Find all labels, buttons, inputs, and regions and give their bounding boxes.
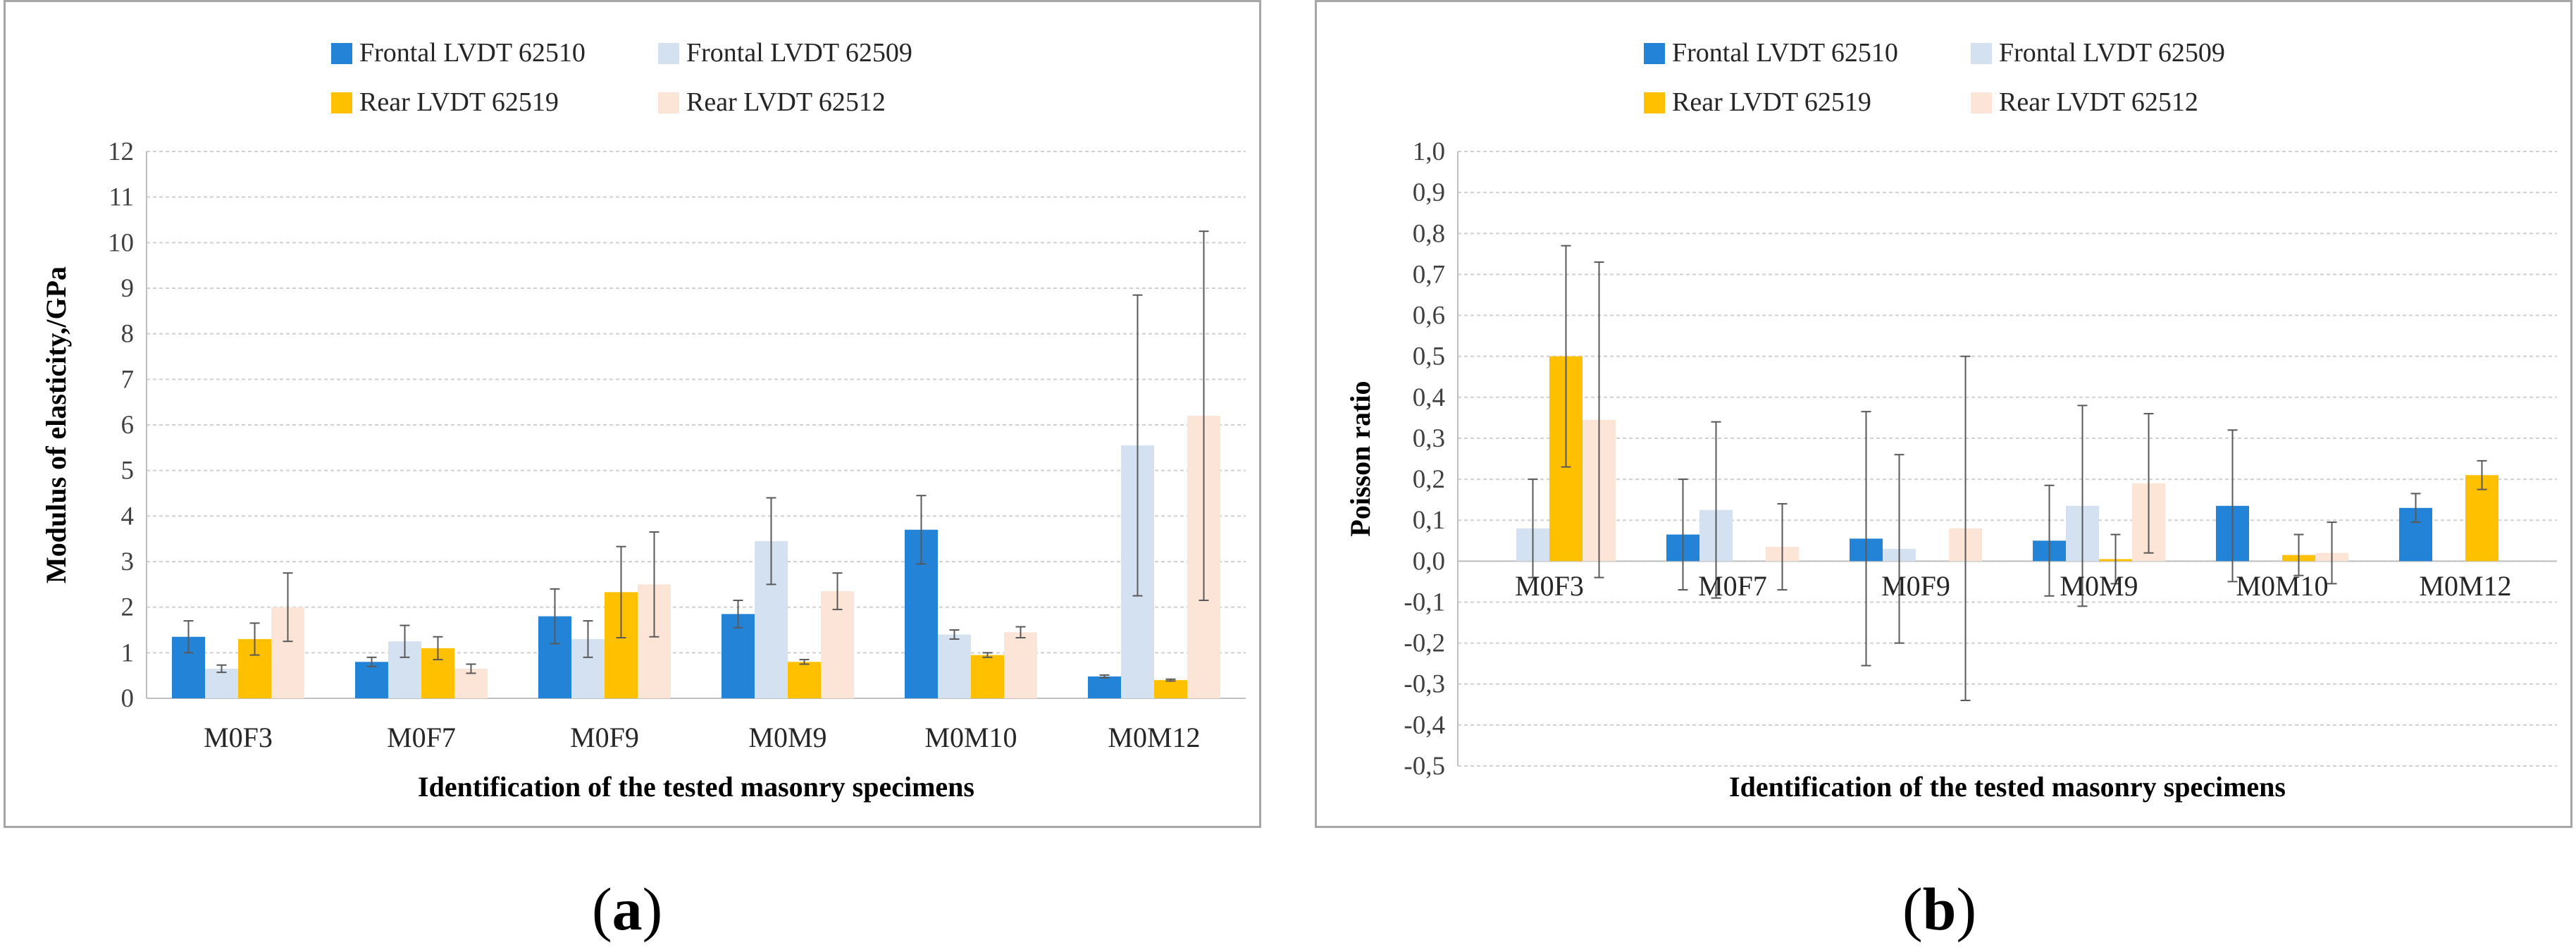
x-category-label: M0F7 <box>1698 570 1767 602</box>
x-category-label: M0F9 <box>570 722 639 753</box>
subfigure-label-b: (b) <box>1902 875 1977 943</box>
bar <box>938 634 971 698</box>
y-tick-label: 0,9 <box>1413 178 1445 207</box>
y-tick-label: 0,4 <box>1413 383 1445 412</box>
y-tick-label: 5 <box>121 457 135 486</box>
y-tick-label: 0 <box>121 684 135 713</box>
x-category-label: M0F9 <box>1881 570 1950 602</box>
legend-swatch <box>331 92 352 113</box>
y-tick-label: 7 <box>121 365 135 394</box>
y-tick-label: 0,5 <box>1413 342 1445 371</box>
x-category-label: M0M9 <box>2060 570 2138 602</box>
x-category-label: M0M10 <box>2236 570 2328 602</box>
y-tick-label: 6 <box>121 411 135 440</box>
legend-swatch <box>1644 43 1665 64</box>
y-axis-title: Poisson ratio <box>1344 381 1376 536</box>
y-tick-label: -0,3 <box>1404 670 1445 699</box>
y-tick-label: -0,5 <box>1404 752 1445 781</box>
y-tick-label: 0,0 <box>1413 547 1445 576</box>
bar <box>1004 632 1037 698</box>
subfigure-label-a: (a) <box>592 875 663 943</box>
y-tick-label: -0,4 <box>1404 711 1445 740</box>
x-category-label: M0M10 <box>924 722 1017 753</box>
y-tick-label: 4 <box>121 502 135 531</box>
y-tick-label: 1 <box>121 638 135 667</box>
legend-label: Rear LVDT 62512 <box>686 87 886 117</box>
bar <box>1154 680 1187 698</box>
legend-label: Rear LVDT 62519 <box>1672 87 1871 117</box>
legend-swatch <box>1971 92 1992 113</box>
y-tick-label: 12 <box>108 137 134 166</box>
y-tick-label: 0,8 <box>1413 219 1445 248</box>
x-category-label: M0F3 <box>1515 570 1584 602</box>
y-tick-label: -0,1 <box>1404 588 1445 617</box>
y-tick-label: 8 <box>121 320 135 349</box>
legend-swatch <box>331 43 352 64</box>
legend-label: Frontal LVDT 62509 <box>686 38 912 68</box>
chart-panel-poisson: -0,5 -0,4 -0,3 -0,2 -0,1 0,0 0,1 0,2 0,3 0,4 0,5 0,… <box>1315 0 2572 828</box>
y-tick-label: 0,1 <box>1413 506 1445 535</box>
y-tick-label: 10 <box>108 228 134 257</box>
legend-label: Rear LVDT 62512 <box>1999 87 2198 117</box>
y-tick-label: 0,6 <box>1413 302 1445 330</box>
bar <box>355 662 388 698</box>
x-category-label: M0M12 <box>1108 722 1200 753</box>
y-tick-label: 11 <box>109 183 134 212</box>
legend-swatch <box>1971 43 1992 64</box>
y-tick-label: 0,3 <box>1413 424 1445 453</box>
y-tick-label: 0,2 <box>1413 465 1445 494</box>
y-tick-label: 9 <box>121 274 135 303</box>
legend-label: Frontal LVDT 62510 <box>1672 38 1898 68</box>
bar <box>205 668 238 698</box>
y-tick-label: 2 <box>121 593 135 622</box>
y-tick-label: 0,7 <box>1413 260 1445 289</box>
legend-label: Frontal LVDT 62510 <box>359 38 586 68</box>
y-axis-title: Modulus of elasticity,/GPa <box>40 266 72 583</box>
legend-label: Rear LVDT 62519 <box>359 87 559 117</box>
bar <box>971 655 1004 698</box>
legend-swatch <box>658 92 679 113</box>
x-category-label: M0F3 <box>204 722 273 753</box>
bar <box>788 662 821 698</box>
y-tick-label: 1,0 <box>1413 137 1445 166</box>
bar <box>1088 676 1121 698</box>
y-tick-label: 3 <box>121 548 135 576</box>
legend-label: Frontal LVDT 62509 <box>1999 38 2225 68</box>
x-category-label: M0F7 <box>387 722 456 753</box>
legend-swatch <box>1644 92 1665 113</box>
chart-panel-modulus: 0 1 2 3 4 5 6 7 8 9 10 11 12 M0F3 M0F7 M0F9 M0M9 M0M10 M0M… <box>4 0 1261 828</box>
poisson-chart: -0,5 -0,4 -0,3 -0,2 -0,1 0,0 0,1 0,2 0,3 0,4 0,5 0,… <box>1344 38 2557 803</box>
x-category-label: M0M12 <box>2419 570 2511 602</box>
x-axis-title: Identification of the tested masonry spe… <box>418 771 974 803</box>
y-tick-label: -0,2 <box>1404 629 1445 658</box>
legend-swatch <box>658 43 679 64</box>
x-axis-title: Identification of the tested masonry spe… <box>1729 771 2286 803</box>
x-category-label: M0M9 <box>748 722 826 753</box>
